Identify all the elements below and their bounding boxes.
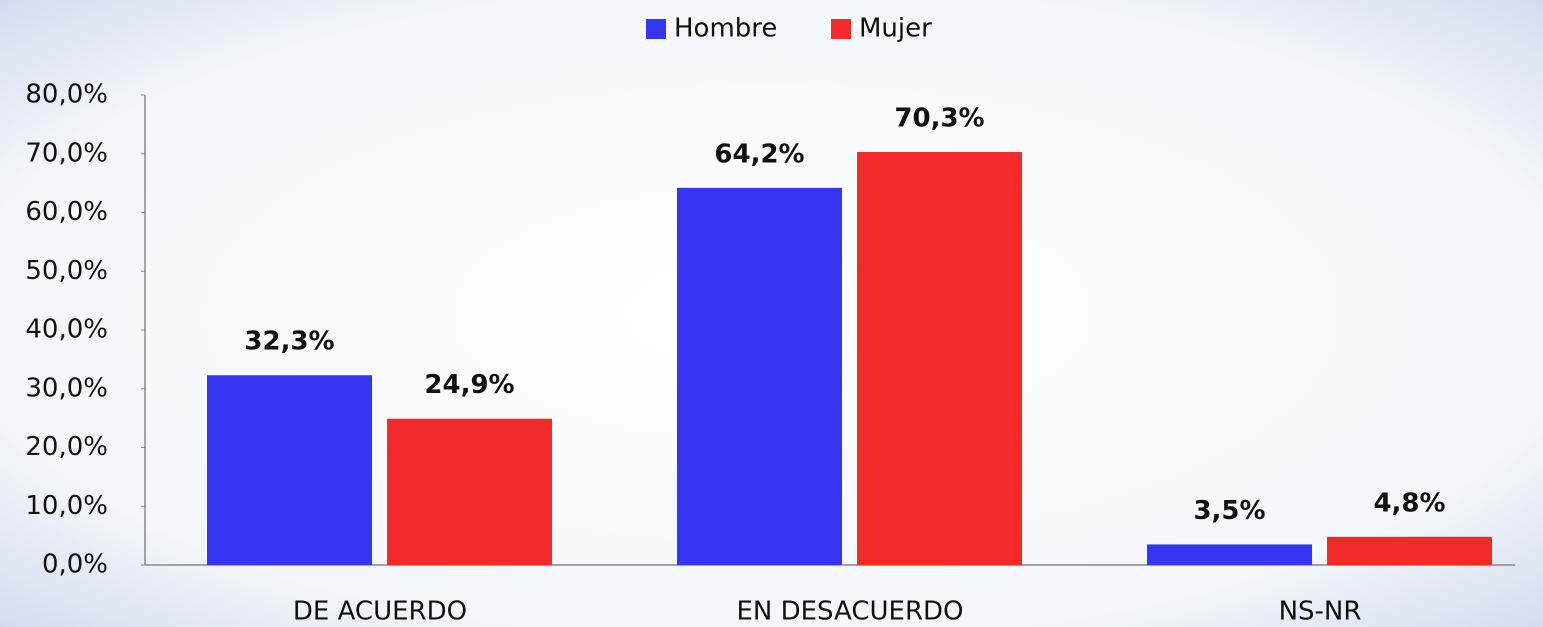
legend-swatch bbox=[646, 19, 666, 39]
bar bbox=[1147, 544, 1312, 565]
data-label: 70,3% bbox=[894, 103, 984, 133]
y-tick-label: 80,0% bbox=[25, 80, 108, 110]
x-tick-label: EN DESACUERDO bbox=[736, 597, 963, 627]
y-tick-label: 10,0% bbox=[25, 491, 108, 521]
bar bbox=[677, 187, 842, 565]
y-tick-label: 20,0% bbox=[25, 432, 108, 462]
y-tick-label: 70,0% bbox=[25, 138, 108, 168]
legend-swatch bbox=[831, 19, 851, 39]
bar bbox=[387, 418, 552, 565]
data-label: 64,2% bbox=[714, 139, 804, 169]
y-tick-label: 0,0% bbox=[42, 550, 108, 580]
y-tick-label: 30,0% bbox=[25, 373, 108, 403]
legend-label: Hombre bbox=[674, 14, 777, 44]
legend-label: Mujer bbox=[859, 14, 932, 44]
data-label: 24,9% bbox=[424, 370, 514, 400]
y-tick-label: 50,0% bbox=[25, 256, 108, 286]
data-label: 3,5% bbox=[1193, 496, 1265, 526]
y-tick-label: 40,0% bbox=[25, 315, 108, 345]
bar bbox=[1327, 536, 1492, 565]
bar bbox=[207, 375, 372, 565]
data-label: 32,3% bbox=[244, 327, 334, 357]
x-tick-label: DE ACUERDO bbox=[293, 597, 467, 627]
x-tick-label: NS-NR bbox=[1279, 597, 1362, 627]
data-label: 4,8% bbox=[1373, 488, 1445, 518]
bar bbox=[857, 151, 1022, 566]
y-tick-label: 60,0% bbox=[25, 197, 108, 227]
